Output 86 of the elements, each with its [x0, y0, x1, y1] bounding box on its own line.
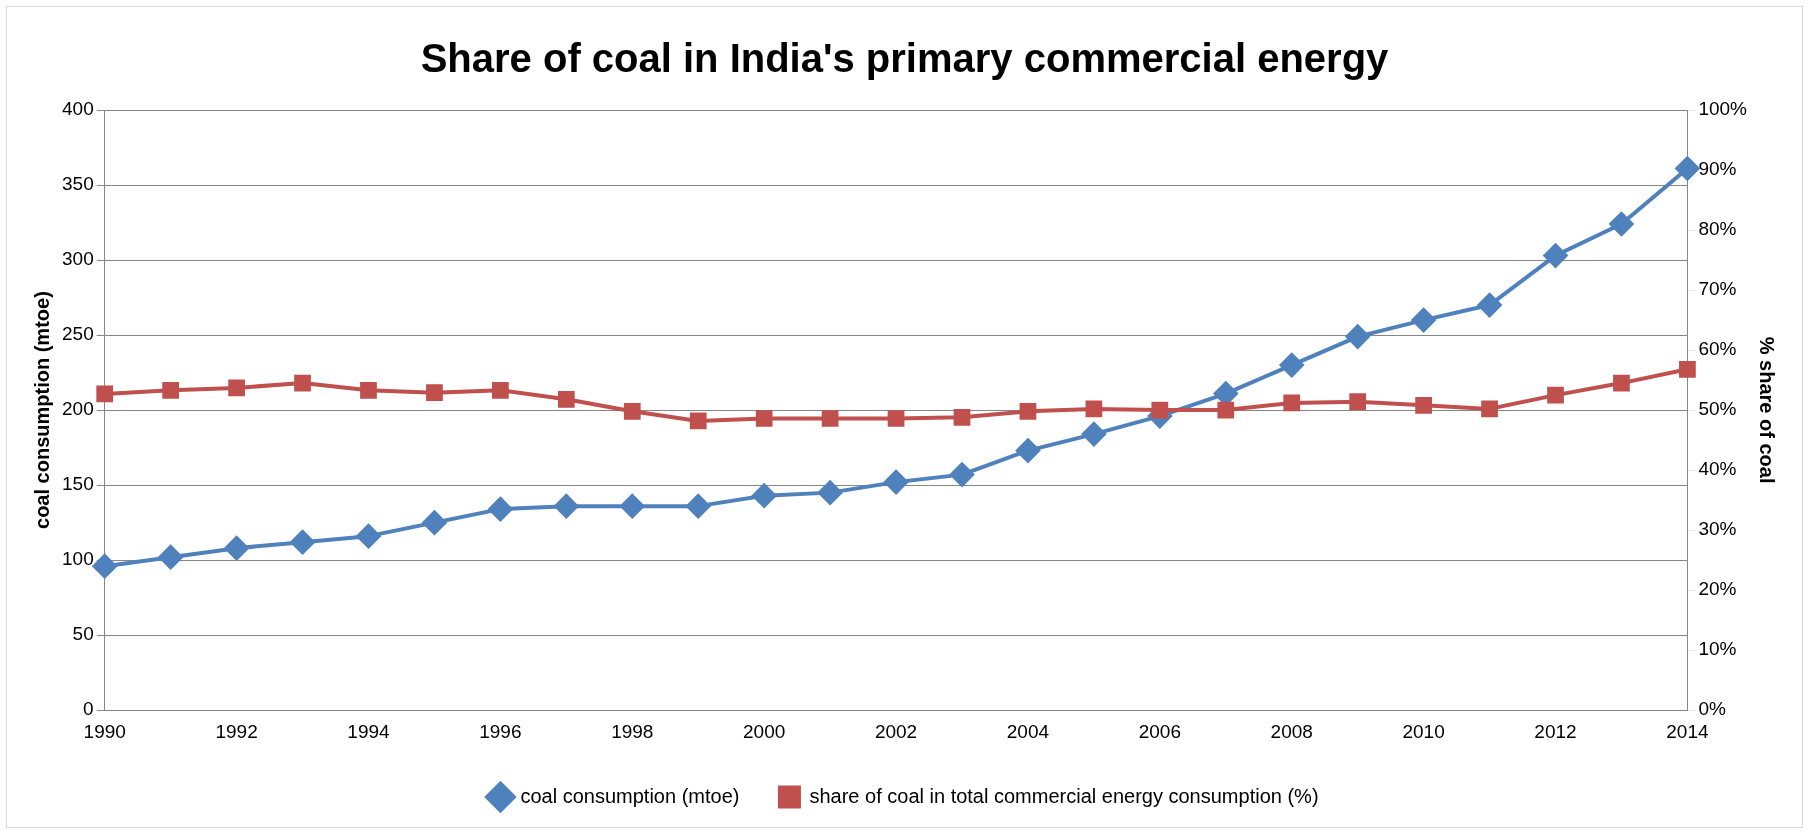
- point: [1481, 400, 1498, 418]
- point: [887, 410, 905, 427]
- point: [1019, 402, 1037, 420]
- y2-tick-label: 0%: [1698, 698, 1726, 720]
- y2-tick-label: 20%: [1698, 578, 1737, 600]
- point: [158, 545, 183, 570]
- point: [1279, 353, 1304, 378]
- point: [492, 381, 509, 399]
- point: [557, 390, 575, 408]
- x-tick-label: 1992: [215, 720, 258, 742]
- point: [686, 494, 711, 519]
- point: [821, 410, 839, 427]
- point: [1217, 401, 1235, 419]
- point: [290, 530, 315, 555]
- x-tick-label: 2012: [1534, 720, 1577, 742]
- x-tick-label: 2014: [1666, 720, 1709, 742]
- y2-axis-title: % share of coal: [1756, 336, 1779, 484]
- point: [356, 524, 381, 549]
- point: [422, 510, 447, 535]
- point: [1345, 324, 1370, 349]
- x-tick-label: 1998: [611, 720, 654, 742]
- chart-title: Share of coal in India's primary commercial energy: [420, 36, 1390, 81]
- x-tick-label: 1990: [83, 720, 126, 742]
- point: [1085, 400, 1103, 418]
- legend-label: coal consumption (mtoe): [520, 784, 740, 807]
- y2-tick-label: 60%: [1698, 338, 1737, 360]
- point: [755, 410, 773, 427]
- y2-tick-label: 70%: [1698, 278, 1737, 300]
- y-tick-label: 150: [62, 473, 94, 495]
- point: [1675, 156, 1700, 181]
- y2-tick-label: 30%: [1698, 518, 1737, 540]
- x-tick-label: 2008: [1270, 720, 1313, 742]
- point: [426, 384, 443, 402]
- point: [950, 462, 974, 487]
- point: [224, 536, 249, 561]
- point: [96, 385, 114, 403]
- point: [1151, 401, 1169, 419]
- x-tick-label: 2004: [1006, 720, 1050, 742]
- point: [1543, 243, 1568, 268]
- point: [953, 408, 971, 426]
- point: [884, 470, 909, 495]
- point: [1609, 212, 1634, 237]
- x-tick-label: 1994: [347, 720, 391, 742]
- point: [1283, 394, 1301, 412]
- y-tick-label: 400: [62, 98, 94, 120]
- y2-tick-label: 10%: [1698, 638, 1737, 660]
- point: [1015, 438, 1040, 463]
- x-tick-label: 2000: [743, 720, 786, 742]
- point: [360, 381, 377, 399]
- point: [554, 494, 579, 519]
- point: [92, 554, 117, 579]
- point: [623, 402, 641, 420]
- point: [228, 379, 245, 397]
- point: [1477, 293, 1502, 318]
- x-tick-label: 1996: [479, 720, 522, 742]
- point: [620, 494, 645, 519]
- y-tick-label: 350: [62, 173, 94, 195]
- y2-tick-label: 100%: [1698, 98, 1748, 120]
- point: [689, 412, 707, 430]
- point: [294, 374, 311, 392]
- point: [1081, 422, 1106, 447]
- y2-tick-label: 80%: [1698, 218, 1737, 240]
- y-tick-label: 0: [83, 698, 94, 720]
- y-axis-title: coal consumption (mtoe): [30, 291, 53, 529]
- point: [1411, 308, 1436, 333]
- y-tick-label: 50: [72, 623, 94, 645]
- y-tick-label: 200: [62, 398, 94, 420]
- point: [1547, 386, 1564, 404]
- point: [162, 381, 180, 399]
- point: [488, 497, 513, 522]
- point: [1415, 396, 1432, 414]
- x-tick-label: 2002: [874, 720, 918, 742]
- y2-tick-label: 40%: [1698, 458, 1737, 480]
- y2-tick-label: 90%: [1698, 158, 1737, 180]
- y-tick-label: 250: [62, 323, 94, 345]
- x-tick-label: 2010: [1402, 720, 1445, 742]
- point: [1349, 393, 1367, 411]
- legend-label: share of coal in total commercial energy consumption (%): [809, 784, 1319, 807]
- point: [752, 483, 777, 508]
- x-tick-label: 2006: [1138, 720, 1181, 742]
- point: [1613, 374, 1630, 392]
- y-tick-label: 300: [62, 248, 94, 270]
- point: [1679, 360, 1696, 378]
- point: [818, 480, 843, 505]
- y-tick-label: 100: [62, 548, 94, 570]
- y2-tick-label: 50%: [1698, 398, 1737, 420]
